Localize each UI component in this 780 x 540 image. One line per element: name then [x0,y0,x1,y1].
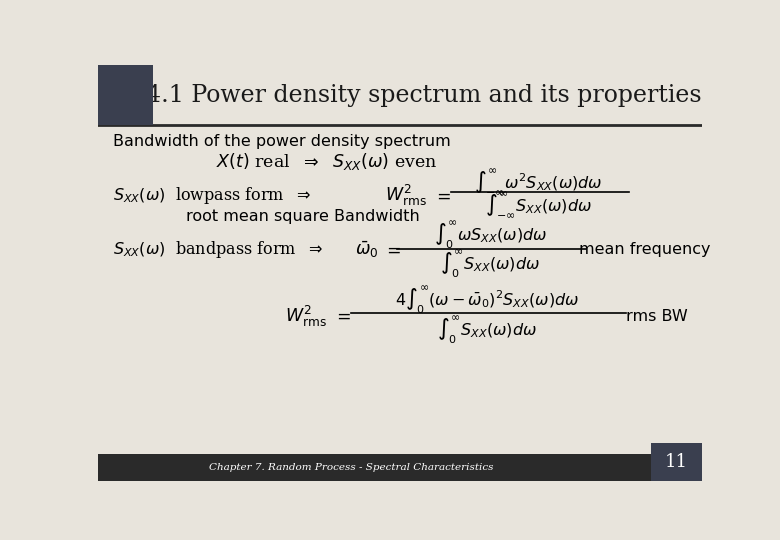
Text: mean frequency: mean frequency [579,242,711,258]
Bar [651,443,702,481]
Text: $\int_{0}^{\infty} \omega S_{XX}(\omega)d\omega$: $\int_{0}^{\infty} \omega S_{XX}(\omega)… [434,219,547,251]
Text: $\int_{-\infty}^{\infty} \omega^2 S_{XX}(\omega)d\omega$: $\int_{-\infty}^{\infty} \omega^2 S_{XX}… [474,167,603,197]
Text: $4\int_{0}^{\infty} (\omega - \bar{\omega}_0)^2 S_{XX}(\omega)d\omega$: $4\int_{0}^{\infty} (\omega - \bar{\omeg… [395,284,580,316]
Text: $\bar{\omega}_0$: $\bar{\omega}_0$ [355,240,378,260]
Text: $W^2_{\mathrm{rms}}$: $W^2_{\mathrm{rms}}$ [285,304,328,329]
Text: $S_{XX}(\omega)$  bandpass form  $\Rightarrow$: $S_{XX}(\omega)$ bandpass form $\Rightar… [112,239,322,260]
Text: $S_{XX}(\omega)$  lowpass form  $\Rightarrow$: $S_{XX}(\omega)$ lowpass form $\Rightarr… [112,185,310,206]
Text: $\int_{0}^{\infty} S_{XX}(\omega)d\omega$: $\int_{0}^{\infty} S_{XX}(\omega)d\omega… [438,314,537,346]
Text: 11: 11 [665,453,687,471]
Bar [98,65,153,125]
Text: $=$: $=$ [433,187,451,204]
Text: $W^2_{\mathrm{rms}}$: $W^2_{\mathrm{rms}}$ [385,183,427,208]
Bar [98,454,702,481]
Text: root mean square Bandwidth: root mean square Bandwidth [186,209,420,224]
Text: $=$: $=$ [333,308,352,325]
Text: $\int_{-\infty}^{\infty} S_{XX}(\omega)d\omega$: $\int_{-\infty}^{\infty} S_{XX}(\omega)d… [485,191,592,220]
Text: $X(t)$ real  $\Rightarrow$  $S_{XX}(\omega)$ even: $X(t)$ real $\Rightarrow$ $S_{XX}(\omega… [217,151,438,172]
Text: Bandwidth of the power density spectrum: Bandwidth of the power density spectrum [112,134,450,149]
Text: 4.1 Power density spectrum and its properties: 4.1 Power density spectrum and its prope… [146,84,702,107]
Text: Chapter 7. Random Process - Spectral Characteristics: Chapter 7. Random Process - Spectral Cha… [209,463,494,472]
Text: rms BW: rms BW [626,309,687,324]
Text: $\int_{0}^{\infty} S_{XX}(\omega)d\omega$: $\int_{0}^{\infty} S_{XX}(\omega)d\omega… [441,247,541,280]
Text: $=$: $=$ [383,241,401,258]
